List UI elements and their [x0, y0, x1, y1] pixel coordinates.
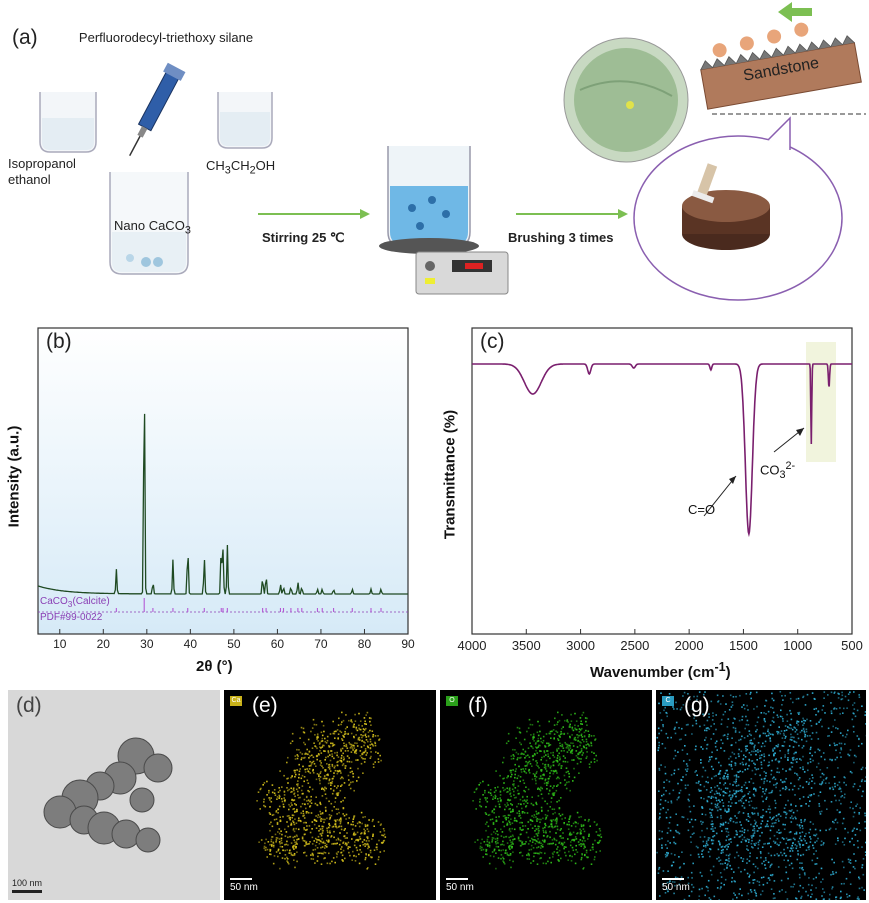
- xrd-tick-label: 80: [358, 637, 372, 651]
- xrd-ref1: CaCO3(Calcite): [40, 596, 110, 609]
- xrd-tick-label: 90: [401, 637, 415, 651]
- nano-caco3-label: Nano CaCO3: [114, 218, 191, 237]
- ftir-tick-label: 4000: [458, 638, 487, 653]
- panel-d-scale: 100 nm: [12, 878, 43, 888]
- ftir-trace: [472, 363, 852, 538]
- ftir-tick-label: 3500: [512, 638, 541, 653]
- panel-e-label: (e): [252, 694, 278, 717]
- lotus-leaf-image: [563, 37, 689, 163]
- step1-label: Stirring 25 ℃: [262, 230, 345, 245]
- xrd-trace: [37, 413, 408, 595]
- ftir-ylabel: Transmittance (%): [441, 409, 459, 540]
- eds-map-c: C (g) 50 nm: [656, 690, 866, 900]
- schematic-a: [39, 2, 866, 301]
- xrd-tick-label: 10: [53, 637, 67, 651]
- stirring-beaker-icon: [379, 146, 509, 295]
- panel-g-scale: 50 nm: [662, 882, 690, 893]
- beaker-right-icon: [217, 92, 273, 149]
- panel-f-label: (f): [468, 694, 488, 717]
- xrd-chart: 10 20 30 40 50 60 70 80 90: [37, 327, 415, 651]
- step2-label: Brushing 3 times: [508, 230, 614, 245]
- panel-c-label: (c): [480, 330, 505, 353]
- xrd-tick-label: 50: [227, 637, 241, 651]
- silane-label: Perfluorodecyl-triethoxy silane: [78, 30, 254, 45]
- panel-b: 10 20 30 40 50 60 70 80 90 (b) Intensity (a.u.) …: [0, 316, 430, 686]
- panel-e-scale: 50 nm: [230, 882, 258, 893]
- beaker-main-icon: [109, 172, 189, 275]
- chip-c: C: [662, 696, 674, 706]
- solvent-right-label: CH3CH2OH: [206, 158, 276, 177]
- eds-map-o: O (f) 50 nm: [440, 690, 652, 900]
- panel-c: 4000 3500 3000 2500 2000 1500 1000 500 (c) Tran…: [430, 316, 869, 686]
- ftir-tick-label: 1000: [783, 638, 812, 653]
- chip-ca: Ca: [230, 696, 242, 706]
- panel-f-scale: 50 nm: [446, 882, 474, 893]
- beaker-left-icon: [39, 92, 97, 153]
- panel-a-label: (a): [12, 26, 38, 49]
- tem-image: (d) 100 nm: [8, 690, 220, 900]
- xrd-tick-label: 40: [184, 637, 198, 651]
- ftir-xlabel: Wavenumber (cm-1): [590, 660, 731, 681]
- xrd-tick-label: 20: [97, 637, 111, 651]
- solvent-left-label: Isopropanol ethanol: [8, 156, 76, 187]
- xrd-ref2: PDF#99-0022: [40, 612, 103, 623]
- sample-callout: [633, 116, 843, 301]
- xrd-xlabel: 2θ (°): [196, 658, 233, 675]
- xrd-tick-label: 60: [271, 637, 285, 651]
- panel-b-label: (b): [46, 330, 72, 353]
- ftir-ann1: C=O: [688, 502, 716, 517]
- ftir-tick-label: 500: [841, 638, 863, 653]
- xrd-tick-label: 70: [314, 637, 328, 651]
- ftir-tick-label: 3000: [566, 638, 595, 653]
- panel-a: (a) Perfluorodecyl-triethoxy silane: [0, 0, 869, 305]
- panel-g-label: (g): [684, 694, 710, 717]
- chip-o: O: [446, 696, 458, 706]
- ftir-tick-label: 2000: [675, 638, 704, 653]
- eds-map-ca: Ca (e) 50 nm: [224, 690, 436, 900]
- arrow-left-icon: [778, 2, 812, 22]
- xrd-ylabel: Intensity (a.u.): [5, 425, 23, 528]
- ftir-ann2: CO32-: [760, 460, 796, 481]
- sandstone-slab-icon: [700, 22, 862, 110]
- syringe-icon: [129, 62, 186, 157]
- ftir-tick-label: 2500: [620, 638, 649, 653]
- xrd-tick-label: 30: [140, 637, 154, 651]
- ftir-chart: 4000 3500 3000 2500 2000 1500 1000 500: [458, 327, 863, 653]
- panel-d-label: (d): [16, 694, 42, 717]
- ftir-tick-label: 1500: [729, 638, 758, 653]
